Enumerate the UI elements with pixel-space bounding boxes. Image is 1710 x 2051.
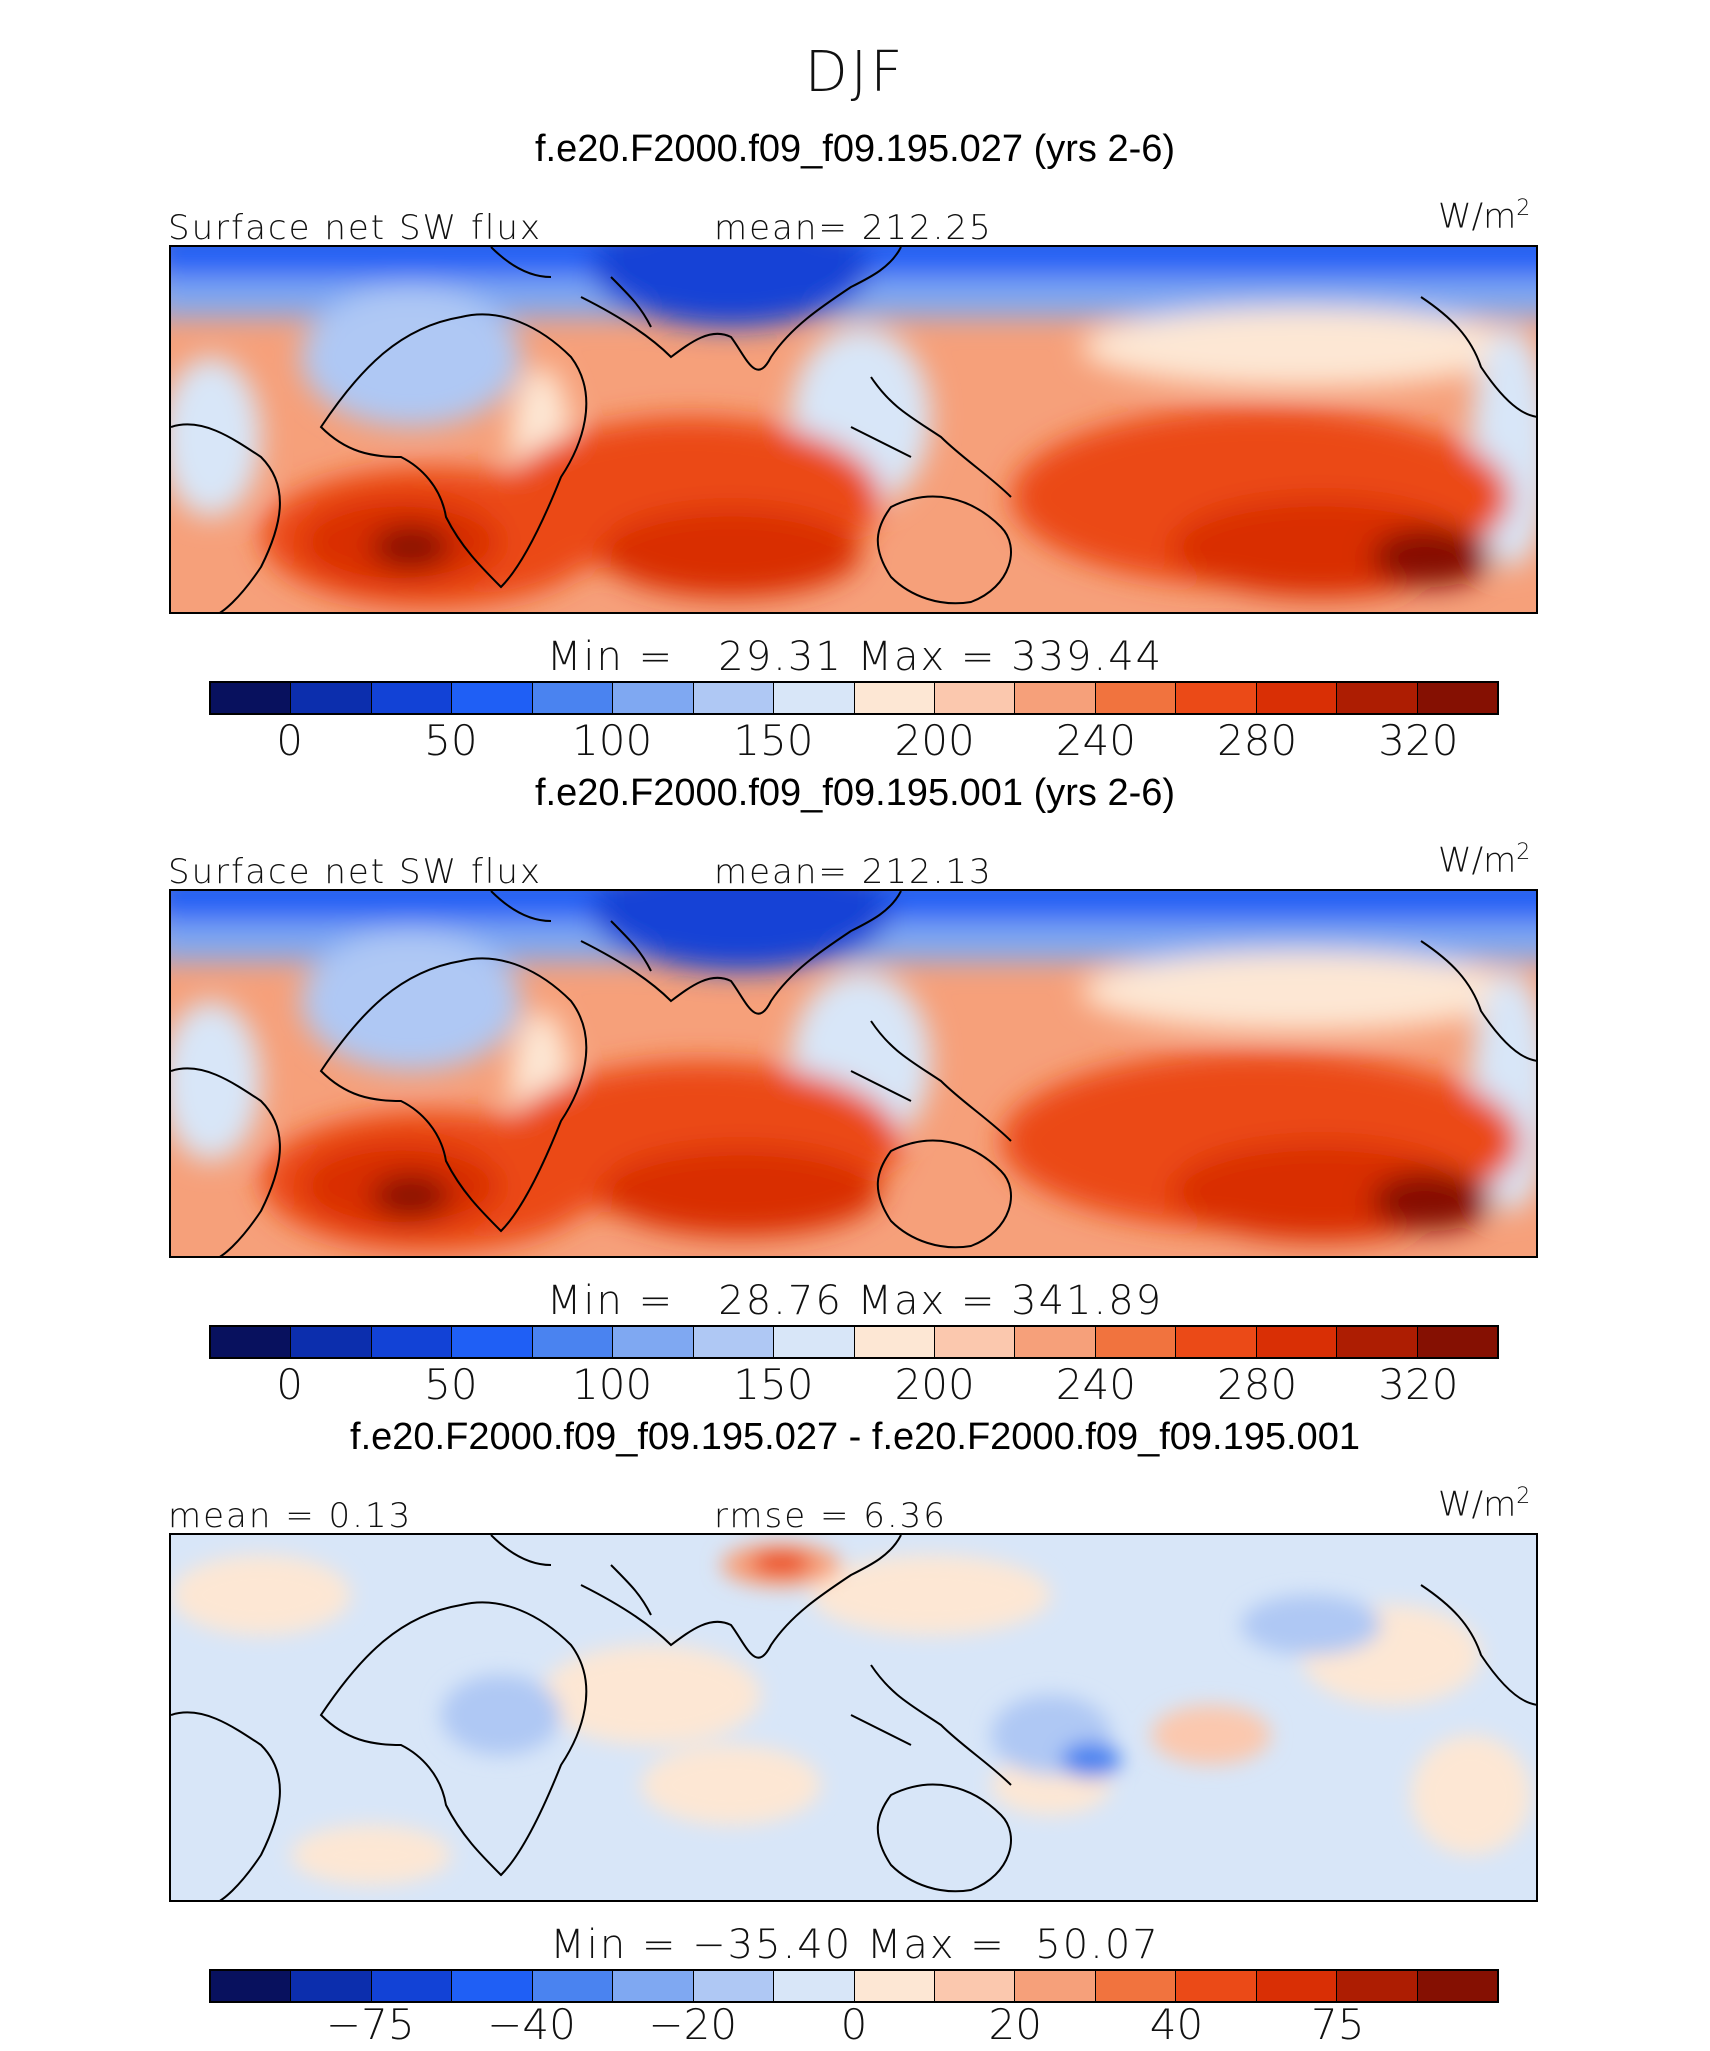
colorbar-2-swatch — [211, 1327, 292, 1357]
colorbar-2-tick-label: 150 — [733, 1360, 814, 1409]
colorbar-2-swatch — [1417, 1327, 1497, 1357]
minmax-label-3: Min = −35.40 Max = 50.07 — [550, 1922, 1160, 1968]
colorbar-2-tick-label: 50 — [424, 1360, 478, 1409]
colorbar-ticks-1: 0 50 100 150 200 240 280 320 — [209, 716, 1499, 766]
colorbar-3-swatch — [1256, 1971, 1338, 2001]
colorbar-3-swatch — [774, 1971, 855, 2001]
colorbar-3-swatch — [1015, 1971, 1096, 2001]
case-title-3: f.e20.F2000.f09_f09.195.027 - f.e20.F200… — [350, 1416, 1360, 1458]
colorbar-1-tick-label: 0 — [276, 716, 303, 765]
colorbar-3-tick-label: 20 — [988, 2000, 1042, 2049]
colorbar-1-swatch — [1176, 683, 1257, 713]
figure-title: DJF — [804, 40, 906, 105]
colorbar-3-swatch — [371, 1971, 453, 2001]
colorbar-1-swatch — [854, 683, 935, 713]
colorbar-3-swatch — [854, 1971, 935, 2001]
colorbar-3-swatch — [291, 1971, 372, 2001]
colorbar-1-swatch — [211, 683, 292, 713]
colorbar-3-tick-label: 0 — [840, 2000, 868, 2049]
minmax-label-1: Min = 29.31 Max = 339.44 — [546, 634, 1164, 680]
difference-map — [171, 1535, 1536, 1900]
mean-diff-label: mean = 0.13 — [168, 1496, 413, 1536]
colorbar-3-tick-label: −75 — [325, 2000, 415, 2049]
colorbar-1-tick-label: 240 — [1055, 716, 1136, 765]
colorbar-2-swatch — [1015, 1327, 1096, 1357]
colorbar-1-swatch — [1095, 683, 1177, 713]
colorbar-3-tick-label: 40 — [1149, 2000, 1204, 2049]
colorbar-3-swatch — [1337, 1971, 1418, 2001]
colorbar-2-swatch — [1256, 1327, 1338, 1357]
colorbar-1-swatch — [613, 683, 694, 713]
colorbar-3-tick-label: 75 — [1311, 2000, 1365, 2049]
colorbar-2-tick-label: 280 — [1217, 1360, 1298, 1409]
colorbar-2-tick-label: 200 — [894, 1360, 975, 1409]
colorbar-1-tick-label: 150 — [733, 716, 814, 765]
colorbar-1-tick-label: 100 — [572, 716, 653, 765]
colorbar-3-tick-label: −40 — [487, 2000, 576, 2049]
colorbar-ticks-2: 0 50 100 150 200 240 280 320 — [209, 1360, 1499, 1410]
colorbar-1-tick-label: 50 — [424, 716, 478, 765]
units-label-1: W/m2 — [1438, 196, 1531, 237]
colorbar-1-tick-label: 280 — [1217, 716, 1298, 765]
colorbar-3-swatch — [211, 1971, 292, 2001]
colorbar-1-swatch — [291, 683, 372, 713]
colorbar-1-swatch — [1417, 683, 1497, 713]
colorbar-3-tick-label: −20 — [648, 2000, 738, 2049]
colorbar-2-swatch — [613, 1327, 694, 1357]
colorbar-2-tick-label: 240 — [1055, 1360, 1136, 1409]
mean-label-2: mean= 212.13 — [714, 852, 993, 892]
map-panel-2 — [169, 889, 1538, 1258]
colorbar-3-swatch — [1417, 1971, 1497, 2001]
colorbar-2-swatch — [854, 1327, 935, 1357]
mean-label-1: mean= 212.25 — [714, 208, 993, 248]
colorbar-3 — [209, 1969, 1499, 2003]
colorbar-2-swatch — [1095, 1327, 1177, 1357]
field-label-2: Surface net SW flux — [168, 852, 543, 892]
colorbar-2-swatch — [532, 1327, 614, 1357]
rmse-label: rmse = 6.36 — [714, 1496, 947, 1536]
colorbar-1-swatch — [693, 683, 775, 713]
colorbar-2-tick-label: 100 — [572, 1360, 653, 1409]
colorbar-2-swatch — [774, 1327, 855, 1357]
colorbar-1-swatch — [452, 683, 533, 713]
case-title-1: f.e20.F2000.f09_f09.195.027 (yrs 2-6) — [534, 128, 1176, 170]
colorbar-3-swatch — [934, 1971, 1016, 2001]
colorbar-1-tick-label: 320 — [1378, 716, 1459, 765]
colorbar-2-tick-label: 0 — [276, 1360, 303, 1409]
colorbar-1-swatch — [1256, 683, 1338, 713]
colorbar-3-swatch — [452, 1971, 533, 2001]
colorbar-2-swatch — [1176, 1327, 1257, 1357]
colorbar-1-swatch — [1337, 683, 1418, 713]
colorbar-2 — [209, 1325, 1499, 1359]
colorbar-1-swatch — [1015, 683, 1096, 713]
colorbar-3-swatch — [613, 1971, 694, 2001]
sw-flux-map-1 — [171, 247, 1536, 612]
colorbar-3-swatch — [693, 1971, 775, 2001]
colorbar-3-swatch — [532, 1971, 614, 2001]
colorbar-ticks-3: −75 −40 −20 0 20 40 75 — [209, 2000, 1499, 2050]
colorbar-1-swatch — [774, 683, 855, 713]
units-label-3: W/m2 — [1438, 1484, 1531, 1525]
field-label-1: Surface net SW flux — [168, 208, 543, 248]
map-panel-1 — [169, 245, 1538, 614]
colorbar-2-swatch — [291, 1327, 372, 1357]
colorbar-1-swatch — [532, 683, 614, 713]
colorbar-3-swatch — [1176, 1971, 1257, 2001]
sw-flux-map-2 — [171, 891, 1536, 1256]
colorbar-2-swatch — [371, 1327, 453, 1357]
colorbar-2-tick-label: 320 — [1378, 1360, 1459, 1409]
map-panel-3 — [169, 1533, 1538, 1902]
colorbar-1 — [209, 681, 1499, 715]
case-title-2: f.e20.F2000.f09_f09.195.001 (yrs 2-6) — [534, 772, 1176, 814]
colorbar-1-swatch — [934, 683, 1016, 713]
colorbar-2-swatch — [693, 1327, 775, 1357]
colorbar-2-swatch — [452, 1327, 533, 1357]
colorbar-1-swatch — [371, 683, 453, 713]
colorbar-3-swatch — [1095, 1971, 1177, 2001]
minmax-label-2: Min = 28.76 Max = 341.89 — [546, 1278, 1164, 1324]
colorbar-2-swatch — [934, 1327, 1016, 1357]
units-label-2: W/m2 — [1438, 840, 1531, 881]
colorbar-1-tick-label: 200 — [894, 716, 975, 765]
colorbar-2-swatch — [1337, 1327, 1418, 1357]
